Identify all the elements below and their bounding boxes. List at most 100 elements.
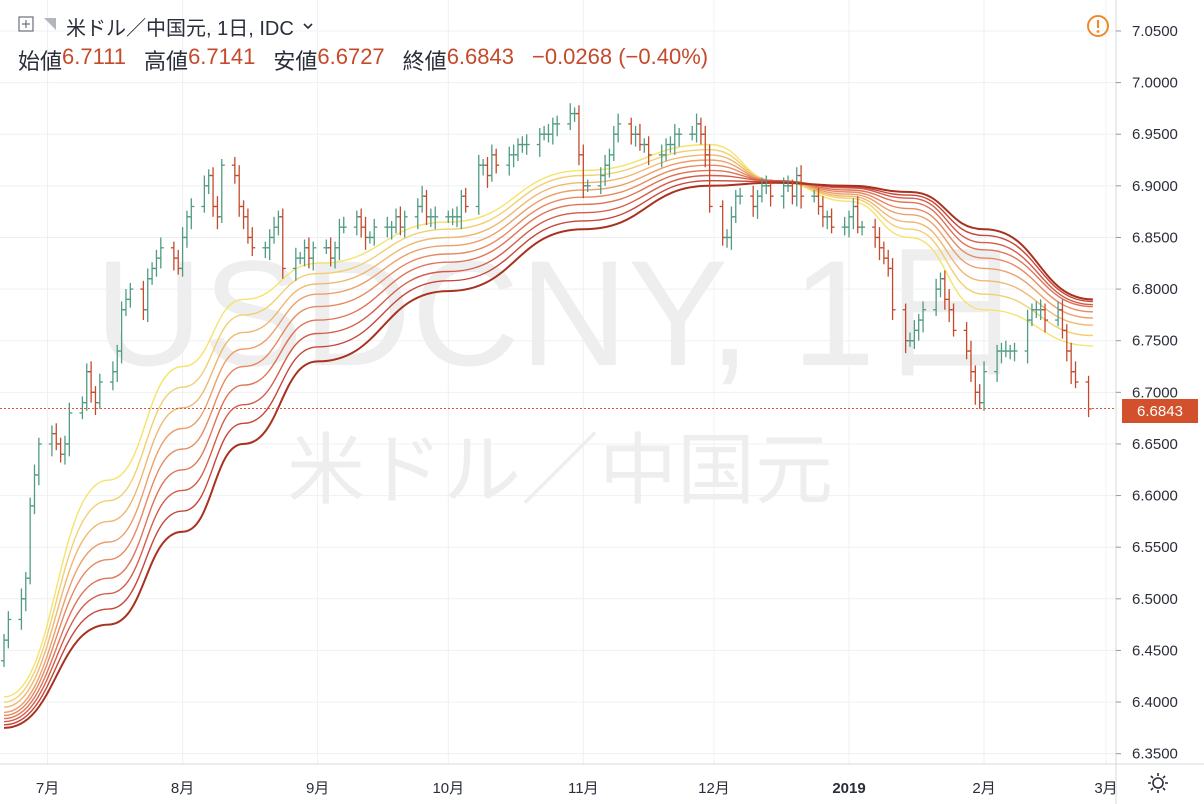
ema-line-9 xyxy=(3,181,1093,729)
ohlc-bar xyxy=(1072,361,1079,389)
plus-square-icon[interactable] xyxy=(18,15,34,38)
ema-line-6 xyxy=(3,169,1093,720)
ohlc-bar xyxy=(57,437,64,463)
ohlc-bar xyxy=(798,165,805,209)
ohlc-bar xyxy=(1055,301,1062,327)
ohlc-bar xyxy=(188,198,195,230)
ohlc-bar xyxy=(240,200,247,230)
ohlc-bar xyxy=(671,123,678,155)
ema-line-2 xyxy=(3,148,1093,703)
ohlc-bar xyxy=(66,402,73,457)
y-tick-label: 6.7000 xyxy=(1132,384,1178,401)
y-tick-label: 7.0500 xyxy=(1132,23,1178,40)
price-axis[interactable]: 6.3500 6.4000 6.4500 6.5000 6.5500 6.6000 6.65… xyxy=(1115,0,1178,804)
chevron-down-icon[interactable] xyxy=(302,15,314,38)
ohlc-bar xyxy=(889,258,896,321)
ohlc-bar xyxy=(567,103,574,131)
ohlc-bar xyxy=(645,136,652,166)
ohlc-bar xyxy=(763,175,770,195)
ohlc-bar xyxy=(793,167,800,207)
ohlc-open: 始値 6.7111 xyxy=(18,44,126,76)
time-axis[interactable]: 7月 8月 9月 10月 11月 12月 2019 2月 3月 xyxy=(0,763,1204,797)
high-value: 6.7141 xyxy=(188,44,256,69)
y-tick-label: 6.9500 xyxy=(1132,126,1178,143)
ohlc-bars xyxy=(1,103,1092,667)
ohlc-bar xyxy=(432,206,439,230)
close-value: 6.6843 xyxy=(446,44,514,69)
change-value: −0.0268 (−0.40%) xyxy=(531,44,709,69)
ohlc-bar xyxy=(850,198,857,230)
ohlc-bar xyxy=(231,156,238,184)
ohlc-bar xyxy=(236,165,243,217)
ema-line-5 xyxy=(3,164,1093,717)
ohlc-bar xyxy=(27,497,34,585)
ohlc-bar xyxy=(48,425,55,457)
ohlc-bar xyxy=(702,125,709,168)
x-tick-label: 12月 xyxy=(698,780,730,797)
ohlc-bar xyxy=(401,210,408,238)
ohlc-bar xyxy=(371,218,378,246)
ohlc-bar xyxy=(754,189,761,219)
ema-line-4 xyxy=(3,159,1093,714)
ohlc-bar xyxy=(88,361,95,403)
ohlc-bar xyxy=(737,187,744,205)
y-tick-label: 6.5500 xyxy=(1132,539,1178,556)
close-label: 終値 xyxy=(402,49,447,74)
watermark-symbol: USDCNY, 1日 xyxy=(95,229,1026,397)
ohlc-low: 安値 6.6727 xyxy=(273,44,384,76)
ohlc-bar xyxy=(484,156,491,188)
exclamation-circle-icon[interactable] xyxy=(1086,14,1110,38)
ohlc-bar xyxy=(828,208,835,234)
y-tick-label: 7.0000 xyxy=(1132,75,1178,92)
chart-flag-icon[interactable] xyxy=(42,15,58,38)
ohlc-bar xyxy=(767,179,774,207)
y-tick-label: 6.6000 xyxy=(1132,488,1178,505)
ohlc-bar xyxy=(157,237,164,269)
high-label: 高値 xyxy=(144,49,189,74)
ohlc-bar xyxy=(575,105,582,166)
ohlc-bar xyxy=(488,144,495,182)
y-tick-label: 6.7500 xyxy=(1132,333,1178,350)
low-label: 安値 xyxy=(273,49,318,74)
ema-line-3 xyxy=(3,154,1093,708)
ohlc-bar xyxy=(1068,342,1075,385)
ohlc-bar xyxy=(510,144,517,168)
ohlc-bar xyxy=(641,138,648,153)
ohlc-bar xyxy=(210,167,217,217)
watermark-name: 米ドル／中国元 xyxy=(287,426,833,514)
y-tick-label: 6.4000 xyxy=(1132,694,1178,711)
ohlc-bar xyxy=(750,185,757,217)
x-tick-label: 11月 xyxy=(568,780,599,797)
ohlc-bar xyxy=(706,144,713,213)
ohlc-bar xyxy=(493,148,500,174)
ohlc-bar xyxy=(697,117,704,145)
ohlc-bar xyxy=(584,179,591,193)
ohlc-close: 終値 6.6843 xyxy=(403,44,514,76)
ema-ribbon xyxy=(3,143,1093,729)
symbol-row[interactable]: 米ドル／中国元, 1日, IDC xyxy=(18,12,314,41)
x-tick-label: 2月 xyxy=(972,780,995,797)
ohlc-bar xyxy=(514,138,521,162)
ohlc-bar xyxy=(427,208,434,228)
y-tick-label: 6.8500 xyxy=(1132,229,1178,246)
ohlc-bar xyxy=(249,227,256,257)
ohlc-bar xyxy=(419,185,426,213)
ohlc-bar xyxy=(83,363,90,411)
ohlc-bar xyxy=(732,189,739,224)
ohlc-bar xyxy=(950,303,957,337)
ohlc-bar xyxy=(636,123,643,151)
ohlc-bar xyxy=(920,301,927,333)
ohlc-bar xyxy=(35,437,42,486)
ohlc-bar xyxy=(96,373,103,409)
ohlc-bar xyxy=(571,107,578,122)
ohlc-bar xyxy=(1042,303,1049,333)
ohlc-bar xyxy=(475,154,482,215)
ohlc-bar xyxy=(693,113,700,143)
ohlc-bar xyxy=(632,125,639,147)
ohlc-bar xyxy=(1085,375,1092,418)
gear-icon[interactable] xyxy=(1146,771,1170,795)
ohlc-bar xyxy=(61,435,68,465)
symbol-title[interactable]: 米ドル／中国元, 1日, IDC xyxy=(66,18,294,40)
